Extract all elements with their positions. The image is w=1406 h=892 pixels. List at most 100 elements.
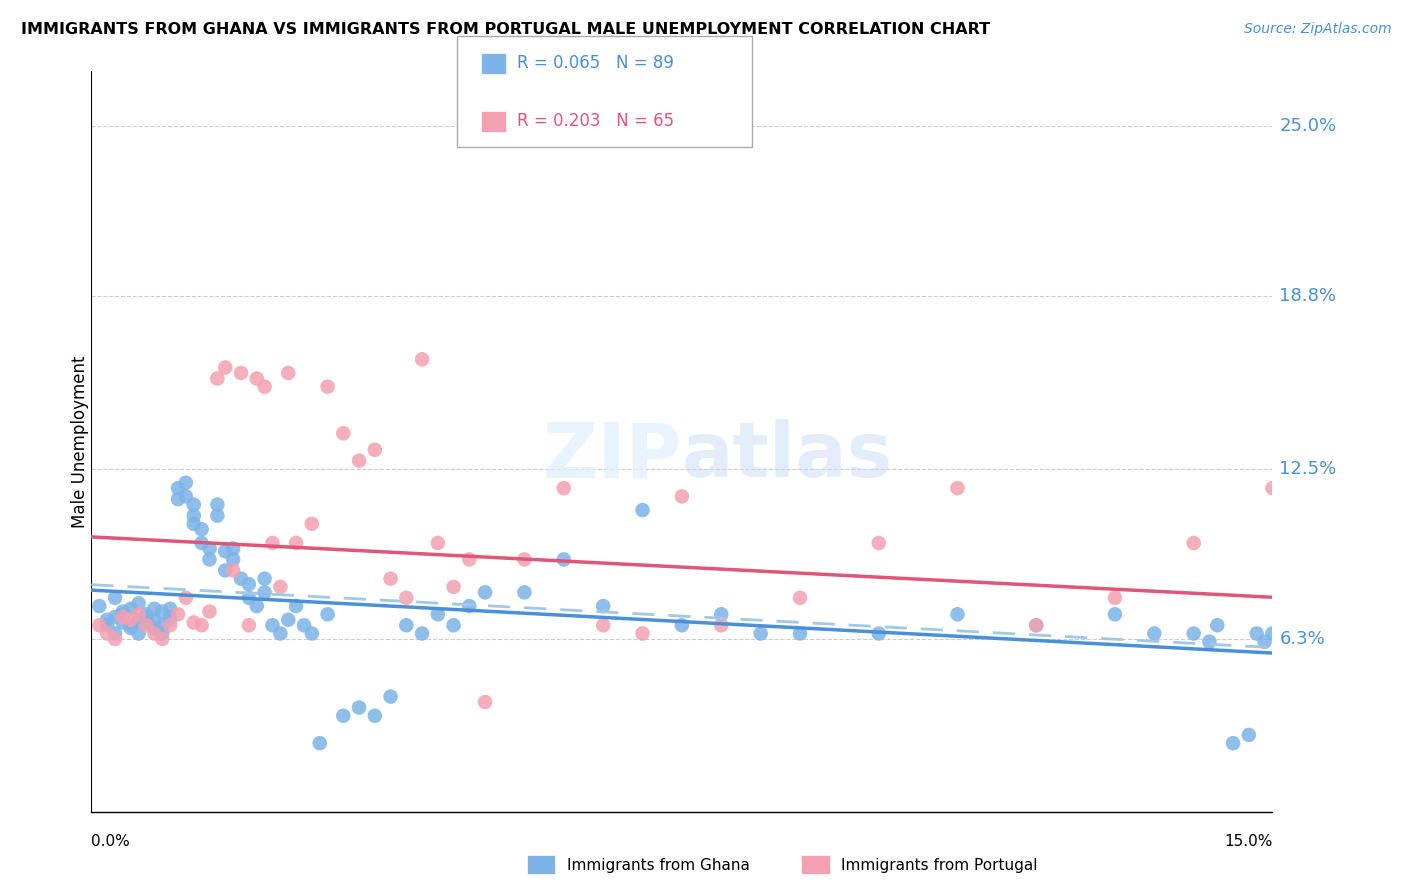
- Point: [1237, 728, 1260, 742]
- Point: [143, 602, 166, 616]
- Point: [167, 607, 190, 622]
- Point: [868, 536, 890, 550]
- Point: [1206, 618, 1229, 632]
- Y-axis label: Male Unemployment: Male Unemployment: [72, 355, 89, 528]
- Point: [183, 615, 205, 630]
- Point: [285, 599, 308, 613]
- Point: [120, 621, 142, 635]
- Point: [426, 536, 449, 550]
- Point: [1182, 626, 1205, 640]
- Point: [253, 585, 276, 599]
- Point: [458, 552, 481, 566]
- Point: [222, 552, 245, 566]
- Point: [474, 695, 496, 709]
- Point: [395, 618, 418, 632]
- Point: [868, 626, 890, 640]
- Point: [143, 626, 166, 640]
- Point: [246, 371, 269, 385]
- Point: [143, 613, 166, 627]
- Text: atlas: atlas: [682, 419, 893, 493]
- Point: [238, 618, 260, 632]
- Point: [1104, 591, 1126, 605]
- Point: [120, 602, 142, 616]
- Point: [111, 610, 134, 624]
- Point: [198, 605, 221, 619]
- Text: ZIP: ZIP: [543, 419, 682, 493]
- Text: IMMIGRANTS FROM GHANA VS IMMIGRANTS FROM PORTUGAL MALE UNEMPLOYMENT CORRELATION : IMMIGRANTS FROM GHANA VS IMMIGRANTS FROM…: [21, 22, 990, 37]
- Text: 25.0%: 25.0%: [1279, 117, 1337, 136]
- Point: [513, 552, 536, 566]
- Point: [207, 508, 229, 523]
- Point: [183, 498, 205, 512]
- Point: [277, 366, 299, 380]
- Point: [96, 626, 118, 640]
- Text: R = 0.203   N = 65: R = 0.203 N = 65: [517, 112, 675, 130]
- Point: [128, 607, 150, 622]
- Text: Immigrants from Ghana: Immigrants from Ghana: [567, 858, 749, 872]
- Point: [111, 607, 134, 622]
- Point: [710, 618, 733, 632]
- Point: [190, 618, 212, 632]
- Point: [89, 599, 111, 613]
- Point: [671, 618, 693, 632]
- Point: [183, 508, 205, 523]
- Point: [174, 489, 197, 503]
- Text: 15.0%: 15.0%: [1225, 834, 1272, 849]
- Point: [128, 613, 150, 627]
- Point: [1340, 654, 1362, 668]
- Point: [120, 613, 142, 627]
- Point: [190, 522, 212, 536]
- Point: [308, 736, 330, 750]
- Point: [380, 572, 402, 586]
- Point: [128, 626, 150, 640]
- Point: [96, 613, 118, 627]
- Point: [253, 380, 276, 394]
- Point: [1246, 626, 1268, 640]
- Point: [301, 626, 323, 640]
- Point: [214, 563, 236, 577]
- Text: Source: ZipAtlas.com: Source: ZipAtlas.com: [1244, 22, 1392, 37]
- Point: [395, 591, 418, 605]
- Point: [364, 708, 387, 723]
- Point: [214, 544, 236, 558]
- Point: [364, 442, 387, 457]
- Point: [631, 626, 654, 640]
- Point: [1261, 481, 1284, 495]
- Point: [104, 626, 127, 640]
- Point: [150, 605, 173, 619]
- Point: [411, 626, 433, 640]
- Point: [316, 380, 339, 394]
- Point: [592, 618, 614, 632]
- Point: [238, 591, 260, 605]
- Point: [1025, 618, 1047, 632]
- Point: [167, 481, 190, 495]
- Text: 6.3%: 6.3%: [1279, 630, 1326, 648]
- Point: [159, 610, 181, 624]
- Point: [198, 552, 221, 566]
- Point: [159, 602, 181, 616]
- Point: [380, 690, 402, 704]
- Point: [1198, 634, 1220, 648]
- Point: [301, 516, 323, 531]
- Point: [1222, 736, 1244, 750]
- Point: [143, 621, 166, 635]
- Point: [222, 563, 245, 577]
- Point: [1301, 626, 1323, 640]
- Point: [553, 552, 575, 566]
- Point: [262, 618, 284, 632]
- Point: [553, 481, 575, 495]
- Point: [159, 613, 181, 627]
- Point: [789, 626, 811, 640]
- Point: [207, 371, 229, 385]
- Point: [513, 585, 536, 599]
- Point: [347, 454, 370, 468]
- Point: [104, 632, 127, 646]
- Point: [111, 615, 134, 630]
- Point: [1253, 634, 1275, 648]
- Point: [135, 618, 157, 632]
- Point: [789, 591, 811, 605]
- Point: [269, 626, 291, 640]
- Point: [120, 618, 142, 632]
- Point: [592, 599, 614, 613]
- Point: [458, 599, 481, 613]
